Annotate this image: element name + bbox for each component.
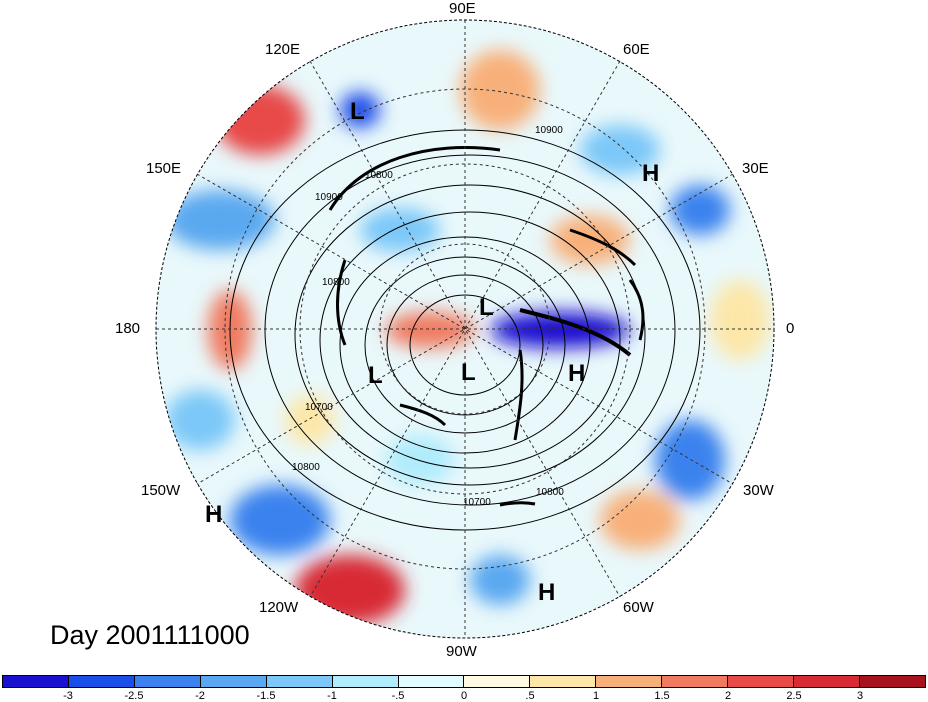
contour-label: 10800 — [365, 170, 393, 181]
colorbar-tick-label: 3 — [856, 690, 864, 702]
contour-label: 10900 — [535, 125, 563, 136]
colorbar-cell — [398, 676, 465, 687]
map-title: Day 2001111000 — [50, 620, 250, 650]
low-pressure-marker: L — [368, 362, 383, 389]
colorbar-cell — [662, 676, 729, 687]
lon-label-150w: 150W — [141, 482, 181, 499]
colorbar-cell — [859, 676, 925, 687]
colorbar-cell — [68, 676, 135, 687]
colorbar-tick-label: -.5 — [391, 690, 405, 702]
contour-label: 10700 — [463, 497, 491, 508]
colorbar-cell — [3, 676, 69, 687]
colorbar-tick-label: -3 — [63, 690, 73, 702]
colorbar-tick-label: -1.5 — [256, 690, 276, 702]
contour-label: 10700 — [305, 402, 333, 413]
lon-label-180: 180 — [115, 320, 141, 337]
high-pressure-marker: H — [642, 160, 660, 187]
colorbar-cell — [464, 676, 531, 687]
colorbar-tick-label: 0 — [460, 690, 468, 702]
contour-label: 10900 — [315, 192, 343, 203]
colorbar-tick-label: 1 — [592, 690, 600, 702]
colorbar-cell — [530, 676, 597, 687]
colorbar-tick-label: 1.5 — [654, 690, 670, 702]
lon-label-0: 0 — [786, 320, 795, 337]
colorbar-cell — [332, 676, 399, 687]
colorbar-tick-label: -2.5 — [124, 690, 144, 702]
colorbar — [2, 675, 926, 688]
colorbar-tick-label: -2 — [195, 690, 205, 702]
colorbar-cell — [794, 676, 860, 687]
lon-label-60w: 60W — [623, 599, 654, 616]
lon-label-90w: 90W — [446, 643, 477, 660]
contour-label: 10800 — [292, 462, 320, 473]
map-boundary — [155, 19, 775, 639]
colorbar-tick-label: 2.5 — [786, 690, 802, 702]
colorbar-cell — [728, 676, 795, 687]
contour-labels: 10900 10900 10800 10800 10700 10800 1070… — [292, 125, 564, 508]
lon-label-150e: 150E — [146, 160, 182, 177]
low-pressure-marker: L — [350, 98, 365, 125]
high-pressure-marker: H — [568, 360, 586, 387]
low-pressure-marker: L — [461, 359, 476, 386]
graticule — [156, 20, 774, 638]
colorbar-tick-label: -1 — [327, 690, 337, 702]
colorbar-cell — [266, 676, 333, 687]
colorbar-cell — [200, 676, 267, 687]
lon-label-120e: 120E — [265, 41, 301, 58]
contour-label: 10800 — [536, 487, 564, 498]
lon-label-30w: 30W — [743, 482, 774, 499]
lon-label-120w: 120W — [259, 599, 299, 616]
low-pressure-marker: L — [479, 294, 494, 321]
high-pressure-marker: H — [205, 501, 223, 528]
contour-label: 10800 — [322, 277, 350, 288]
colorbar-cell — [134, 676, 201, 687]
colorbar-cell — [596, 676, 663, 687]
colorbar-tick-label: .5 — [525, 690, 535, 702]
high-pressure-marker: H — [538, 579, 556, 606]
lon-label-90e: 90E — [449, 0, 476, 17]
lon-label-60e: 60E — [623, 41, 650, 58]
colorbar-tick-label: 2 — [724, 690, 732, 702]
lon-label-30e: 30E — [742, 160, 769, 177]
